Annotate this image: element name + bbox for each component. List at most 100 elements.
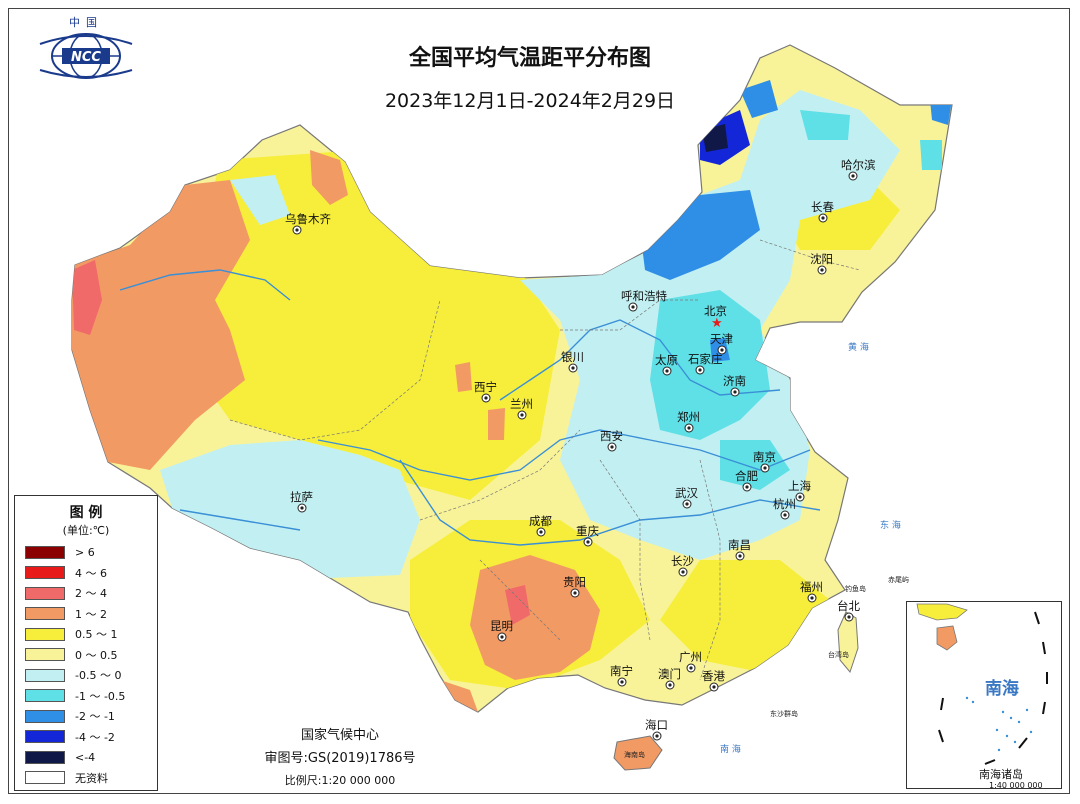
legend-item: 1 ～ 2 [25,604,125,625]
city-dot-center [571,366,575,370]
city-label: 昆明 [490,619,513,633]
legend-title: 图 例 [69,505,103,521]
legend-label: <-4 [75,750,96,764]
legend-swatch [25,730,65,744]
city-label: 澳门 [658,667,681,681]
city-label: 台北 [837,599,860,613]
city-dot-center [798,495,802,499]
city-label: 乌鲁木齐 [285,212,331,226]
legend-label: 4 ～ 6 [75,566,107,580]
anomaly-region [470,555,600,680]
city-dot-center [745,485,749,489]
city-label: 广州 [679,650,702,664]
city-label: 西安 [600,429,623,443]
city-marker: 昆明 [490,619,513,642]
legend-item: -0.5 ～ 0 [25,665,125,686]
city-label: 呼和浩特 [621,289,667,303]
anomaly-region [702,124,728,152]
sea-label: 黄 海 [848,341,869,353]
city-label: 海口 [645,718,668,732]
south-china-sea-inset: 南海 南海诸岛 1:40 000 000 [906,601,1062,789]
city-label: 香港 [702,669,725,683]
map-note: 赤尾屿 [888,575,909,584]
city-marker: ★北京 [704,304,727,331]
anomaly-region [440,680,478,712]
city-label: 武汉 [675,486,698,500]
legend-label: -2 ～ -1 [75,710,115,724]
taiwan-island [837,611,859,674]
anomaly-region [230,175,290,225]
legend-swatch [25,627,65,641]
legend-label: -1 ～ -0.5 [75,689,126,703]
city-marker: 济南 [723,374,746,397]
globe-logo-icon: NCC [39,33,133,79]
city-dot-center [698,368,702,372]
city-dot-center [810,596,814,600]
city-label: 石家庄 [688,352,723,366]
legend-swatch [25,648,65,662]
city-label: 哈尔滨 [841,158,876,172]
map-note: 钓鱼岛 [845,584,866,593]
city-dot-center [847,615,851,619]
city-label: 太原 [655,353,678,367]
city-marker: 西安 [600,429,623,452]
city-marker: 银川 [561,350,584,373]
city-dot-center [681,570,685,574]
city-label: 杭州 [773,497,796,511]
city-dot-center [655,734,659,738]
city-dot-center [712,685,716,689]
legend-label: > 6 [75,545,95,559]
city-marker: 西宁 [474,380,497,403]
credit-approval-number: 审图号:GS(2019)1786号 [264,751,416,766]
inset-caption: 南海诸岛 [979,768,1023,781]
legend-item: 2 ～ 4 [25,583,125,604]
city-label: 贵阳 [563,575,586,589]
city-label: 天津 [710,332,733,346]
city-marker: 哈尔滨 [841,158,876,181]
legend-unit: (单位:℃) [62,524,110,537]
city-label: 济南 [723,374,746,388]
legend-item: <-4 [25,747,125,768]
map-note: 台湾岛 [828,650,849,659]
city-dot-center [500,635,504,639]
map-title: 全国平均气温距平分布图 [408,46,651,71]
city-dot-center [586,540,590,544]
legend-swatch [25,668,65,682]
anomaly-region [505,585,530,625]
city-marker: 石家庄 [688,352,723,375]
city-label: 兰州 [510,397,533,411]
city-marker: 广州 [679,650,702,673]
city-label: 沈阳 [810,252,833,266]
city-marker: 郑州 [677,410,700,433]
legend-item: 0.5 ～ 1 [25,624,125,645]
city-marker: 呼和浩特 [621,289,667,312]
city-label: 南昌 [728,538,751,552]
city-marker: 南京 [753,450,776,473]
city-marker: 澳门 [658,667,681,690]
hainan-island [613,735,663,771]
anomaly-region [180,150,560,500]
city-dot-center [738,554,742,558]
city-marker: 香港 [702,669,725,692]
city-marker: 南昌 [728,538,751,561]
city-dot-center [520,413,524,417]
map-notes: 钓鱼岛 赤尾屿 台湾岛 东沙群岛 海南岛 [624,575,909,759]
city-marker: 长春 [811,200,834,223]
city-dot-center [300,506,304,510]
province-boundaries [229,239,861,681]
city-marker: 天津 [710,332,733,355]
legend-swatch [25,709,65,723]
city-marker: 成都 [529,514,552,537]
legend-swatch [25,586,65,600]
city-dot-center [733,390,737,394]
anomaly-region [930,100,952,125]
city-marker: 乌鲁木齐 [285,212,331,235]
credits: 国家气候中心 审图号:GS(2019)1786号 比例尺:1:20 000 00… [240,724,440,788]
china-landmass [71,44,953,771]
city-marker: 杭州 [773,497,796,520]
city-marker: 太原 [655,353,678,376]
city-label: 北京 [704,304,727,318]
anomaly-region [488,408,505,440]
logo-text: NCC [71,50,101,65]
